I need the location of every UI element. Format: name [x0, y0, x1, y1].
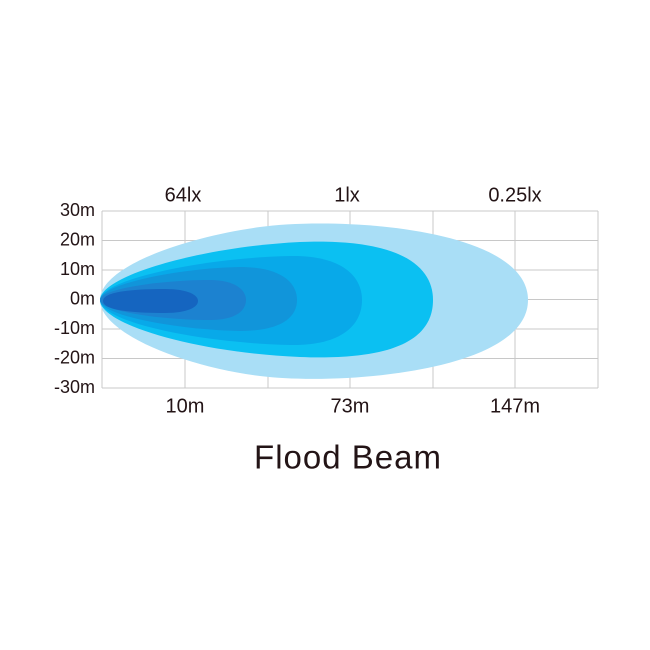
lux-label: 0.25lx: [488, 184, 541, 206]
beam-pattern: [100, 223, 528, 379]
distance-label: 147m: [490, 395, 540, 417]
y-axis-label: -20m: [54, 347, 95, 367]
lux-label: 1lx: [334, 184, 360, 206]
y-axis-labels: 30m 20m 10m 0m -10m -20m -30m: [54, 200, 95, 397]
lux-label: 64lx: [165, 184, 202, 206]
y-axis-label: 10m: [60, 259, 95, 279]
y-axis-label: 0m: [70, 288, 95, 308]
diagram-title: Flood Beam: [254, 439, 442, 476]
y-axis-label: -30m: [54, 377, 95, 397]
distance-label: 10m: [166, 395, 205, 417]
y-axis-label: 30m: [60, 200, 95, 220]
y-axis-label: -10m: [54, 318, 95, 338]
distance-label: 73m: [331, 395, 370, 417]
y-axis-label: 20m: [60, 229, 95, 249]
